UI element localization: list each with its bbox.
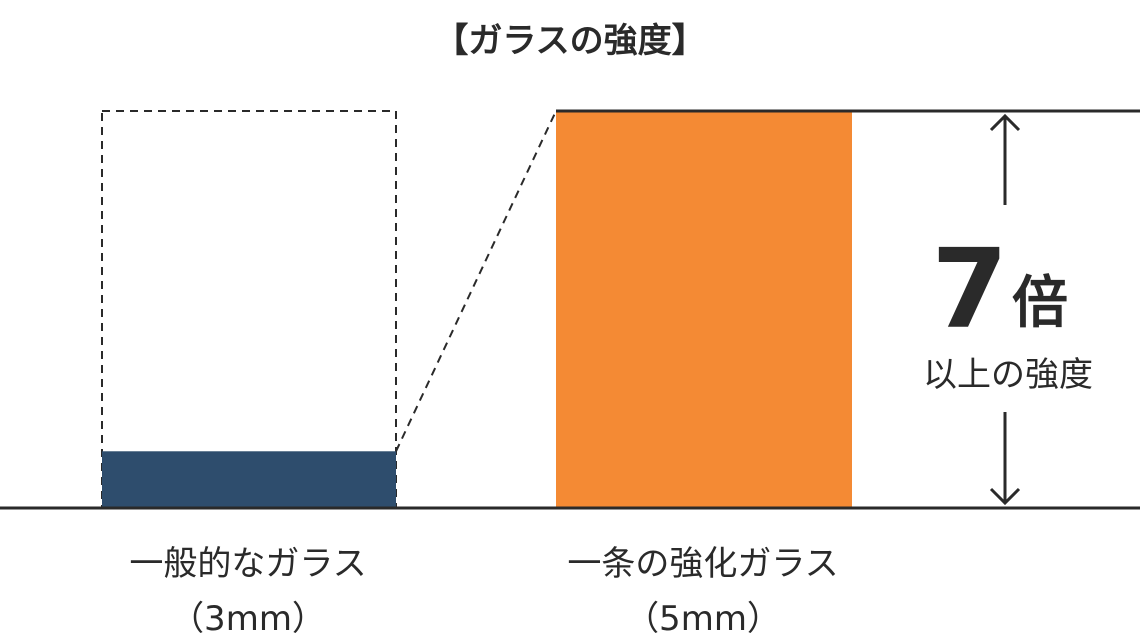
dimension-arrow-icon bbox=[989, 113, 1021, 506]
category-label-standard-glass: 一般的なガラス bbox=[129, 544, 366, 584]
chart-title: 【ガラスの強度】 bbox=[434, 21, 705, 61]
category-sublabel-standard-glass: （3mm） bbox=[170, 599, 326, 639]
chart-marks bbox=[101, 110, 852, 509]
category-sublabel-reinforced-glass: （5mm） bbox=[625, 599, 781, 639]
bar-standard-glass bbox=[102, 451, 396, 508]
reference-outline-standard-glass bbox=[101, 110, 397, 509]
category-label-reinforced-glass: 一条の強化ガラス bbox=[567, 544, 838, 584]
annotation-caption: 以上の強度 bbox=[923, 355, 1093, 395]
comparison-connector-line bbox=[395, 110, 557, 452]
bar-reinforced-glass bbox=[556, 111, 852, 508]
annotation-multiplier-unit: 倍 bbox=[1012, 271, 1068, 336]
annotation-multiplier-number: 7 bbox=[931, 225, 1008, 353]
